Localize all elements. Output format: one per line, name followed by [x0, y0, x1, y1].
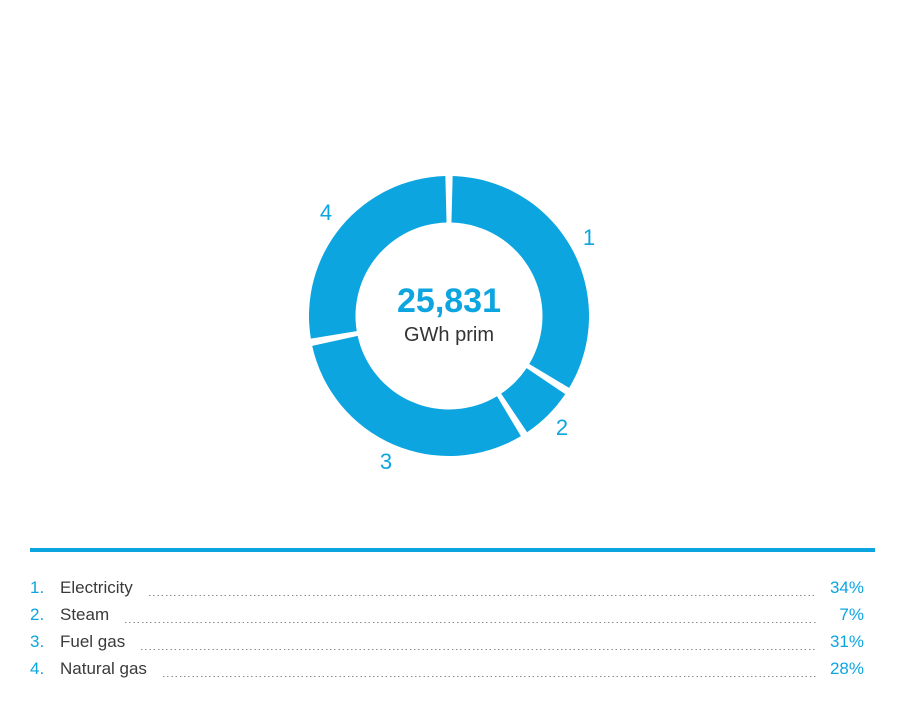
svg-text:4: 4 — [320, 200, 332, 225]
svg-text:25,831: 25,831 — [397, 282, 501, 320]
svg-text:GWh prim: GWh prim — [404, 324, 494, 346]
svg-text:2: 2 — [556, 415, 568, 440]
svg-text:3: 3 — [380, 449, 392, 474]
svg-text:1: 1 — [583, 225, 595, 250]
